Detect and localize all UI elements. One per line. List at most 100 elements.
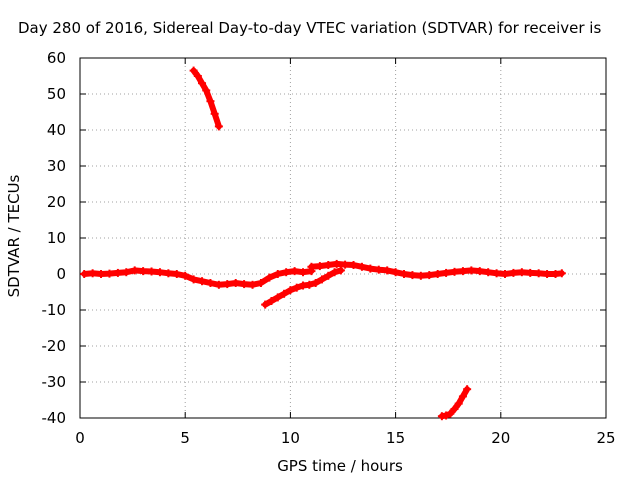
series-trace-0	[81, 267, 315, 288]
data-point	[475, 267, 484, 276]
data-point	[543, 270, 552, 278]
data-point	[206, 279, 215, 287]
data-point	[534, 269, 543, 278]
data-point	[282, 268, 291, 277]
x-tick-label: 25	[596, 429, 615, 447]
data-point	[231, 279, 240, 287]
data-point	[214, 122, 223, 131]
data-point	[366, 264, 375, 273]
data-point	[324, 271, 333, 280]
data-point	[317, 275, 326, 284]
data-point	[147, 267, 156, 276]
x-tick-label: 5	[180, 429, 190, 447]
data-point	[492, 269, 501, 278]
x-tick-label: 10	[281, 429, 300, 447]
data-point	[526, 268, 535, 277]
data-point	[210, 109, 219, 118]
data-point	[273, 270, 282, 278]
data-point	[122, 268, 131, 277]
data-point	[557, 269, 566, 278]
data-point	[332, 259, 341, 268]
y-tick-label: 20	[47, 193, 66, 211]
data-point	[202, 86, 211, 95]
data-point	[286, 286, 295, 295]
data-point	[349, 261, 358, 269]
data-point	[433, 270, 442, 278]
data-point	[315, 262, 324, 271]
data-point	[155, 268, 164, 277]
data-point	[290, 267, 299, 276]
data-point	[341, 260, 350, 269]
data-point	[458, 267, 467, 276]
data-point	[324, 261, 333, 269]
data-point	[240, 280, 249, 289]
y-tick-label: 30	[47, 157, 66, 175]
data-point	[374, 265, 383, 274]
data-point	[446, 409, 455, 418]
data-point	[450, 267, 459, 276]
data-point	[248, 280, 257, 289]
data-point	[391, 268, 400, 277]
y-tick-label: 10	[47, 229, 66, 247]
data-point	[280, 289, 289, 298]
x-tick-label: 0	[75, 429, 85, 447]
data-point	[130, 266, 139, 275]
data-point	[442, 268, 451, 277]
data-point	[454, 399, 463, 408]
data-point	[416, 271, 425, 280]
data-point	[357, 262, 366, 271]
data-point	[88, 269, 97, 278]
data-point	[383, 266, 392, 275]
y-tick-label: -10	[42, 301, 67, 319]
data-point	[273, 293, 282, 302]
data-point	[336, 266, 345, 275]
data-point	[408, 271, 417, 280]
y-tick-label: 0	[56, 265, 66, 283]
axis-ticks: 0 5 10 15 20 25 -40 -30 -20 -10 0 10 20 30 40 50 60	[42, 49, 616, 447]
x-tick-label: 15	[386, 429, 405, 447]
y-tick-label: -30	[42, 373, 67, 391]
y-tick-label: 40	[47, 121, 66, 139]
data-point	[193, 72, 202, 80]
data-point	[425, 271, 434, 280]
data-point	[307, 262, 316, 271]
data-point	[172, 270, 181, 278]
data-point	[267, 297, 276, 305]
data-point	[305, 280, 314, 289]
y-tick-label: -40	[42, 409, 67, 427]
data-point	[80, 270, 89, 278]
y-axis-label: SDTVAR / TECUs	[5, 174, 23, 297]
data-point	[292, 283, 301, 292]
data-point	[484, 268, 493, 277]
data-point	[105, 269, 114, 278]
data-points	[80, 66, 566, 421]
data-point	[311, 279, 320, 287]
data-point	[139, 267, 148, 276]
data-point	[206, 97, 215, 106]
data-point	[181, 271, 190, 280]
data-point	[265, 273, 274, 282]
y-tick-label: 60	[47, 49, 66, 67]
data-point	[189, 275, 198, 284]
data-point	[261, 300, 270, 309]
data-point	[198, 277, 207, 286]
data-point	[400, 270, 409, 278]
data-point	[509, 268, 518, 277]
data-point	[517, 268, 526, 277]
data-point	[164, 269, 173, 278]
data-point	[467, 266, 476, 275]
x-axis-label: GPS time / hours	[277, 457, 403, 475]
data-point	[450, 405, 459, 413]
data-point	[463, 385, 472, 394]
data-point	[458, 392, 467, 401]
y-tick-label: 50	[47, 85, 66, 103]
grid-lines	[80, 58, 606, 418]
data-point	[214, 280, 223, 289]
data-point	[256, 279, 265, 287]
data-point	[330, 268, 339, 277]
data-point	[97, 270, 106, 278]
chart-title: Day 280 of 2016, Sidereal Day-to-day VTE…	[18, 19, 601, 37]
data-point	[198, 79, 207, 88]
